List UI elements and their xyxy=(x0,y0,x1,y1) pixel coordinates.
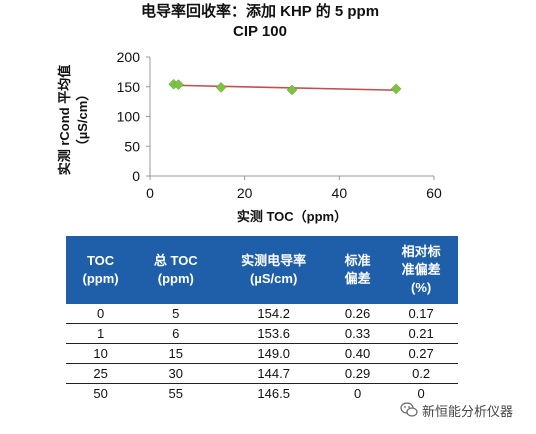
table-cell: 6 xyxy=(135,323,217,344)
x-tick-label: 60 xyxy=(426,185,442,201)
table-header-cell: 实测电导率 (µS/cm) xyxy=(216,236,331,304)
trend-line xyxy=(173,84,397,92)
header-line: (ppm) xyxy=(82,271,119,286)
header-line: 标准 xyxy=(344,253,371,268)
table-header-row: TOC (ppm) 总 TOC (ppm) 实测电导率 (µS/cm) 标准 偏差 相对标 准偏差… xyxy=(66,236,458,304)
data-point xyxy=(173,79,184,90)
table-header-cell: TOC (ppm) xyxy=(66,236,136,304)
header-line: (%) xyxy=(411,280,432,295)
table-cell: 0.33 xyxy=(330,323,385,344)
y-tick-label: 150 xyxy=(117,79,141,95)
data-point xyxy=(390,83,402,95)
table-cell: 0.29 xyxy=(330,363,385,384)
table-row: 10 15 149.0 0.40 0.27 xyxy=(66,343,458,364)
y-axis-label: 实测 rCond 平均值 （µS/cm） xyxy=(56,65,92,176)
x-axis-label: 实测 TOC（ppm） xyxy=(236,209,348,224)
table-cell: 0.40 xyxy=(330,343,385,364)
table-cell: 153.6 xyxy=(216,323,331,344)
y-tick-label: 50 xyxy=(124,138,140,154)
watermark: 新恒能分析仪器 xyxy=(400,398,532,422)
table-cell: 149.0 xyxy=(216,343,331,364)
table-cell: 0.27 xyxy=(384,343,458,364)
table-cell: 146.5 xyxy=(257,386,290,401)
table-cell: 144.7 xyxy=(216,363,331,384)
table-header-cell: 总 TOC (ppm) xyxy=(135,236,217,304)
table-cell: 0 xyxy=(66,304,136,324)
y-tick-label: 100 xyxy=(117,109,141,125)
table-cell: 30 xyxy=(135,363,217,384)
wechat-icon xyxy=(400,402,418,417)
table-header-cell: 相对标准偏差 (%) xyxy=(384,236,458,304)
x-tick-label: 20 xyxy=(237,185,253,201)
header-line: (µS/cm) xyxy=(250,271,298,286)
y-axis-label-line2: （µS/cm） xyxy=(75,87,90,153)
x-tick-label: 40 xyxy=(332,185,348,201)
table-cell: 1 xyxy=(66,323,136,344)
table-row: 50 55 146.5 0 0 xyxy=(66,384,458,404)
table-cell: 5 xyxy=(135,304,217,324)
header-line: 相对标 xyxy=(401,244,441,259)
header-line: (ppm) xyxy=(157,271,194,286)
table-row: 0 5 154.2 0.26 0.17 xyxy=(66,304,458,324)
table-cell: 10 xyxy=(66,343,136,364)
x-tick-label: 0 xyxy=(146,185,154,201)
header-line: TOC xyxy=(86,253,115,268)
data-point xyxy=(286,84,298,96)
y-tick-label: 200 xyxy=(117,49,141,65)
y-tick-label: 0 xyxy=(132,168,140,184)
results-table: TOC (ppm) 总 TOC (ppm) 实测电导率 (µS/cm) 标准 偏差 相对标 准偏差… xyxy=(66,236,458,403)
watermark-text: 新恒能分析仪器 xyxy=(422,403,514,419)
table-cell: 0 xyxy=(353,386,362,401)
table-header-cell: 标准 偏差 xyxy=(330,236,385,304)
table-cell: 0.26 xyxy=(330,304,385,324)
header-line: 准偏差 xyxy=(401,262,441,277)
table-cell: 25 xyxy=(66,363,136,384)
table-cell: 154.2 xyxy=(216,304,331,324)
table-cell: 55 xyxy=(168,386,184,401)
table-cell: 0.21 xyxy=(384,323,458,344)
table-cell: 0 xyxy=(417,386,425,401)
table-cell: 15 xyxy=(135,343,217,364)
table-cell: 0.2 xyxy=(384,363,458,384)
chart-subtitle: CIP 100 xyxy=(233,23,287,40)
table-row: 1 6 153.6 0.33 0.21 xyxy=(66,323,458,344)
table-cell: 50 xyxy=(93,386,108,401)
data-point xyxy=(215,81,227,93)
y-axis-label-line1: 实测 rCond 平均值 xyxy=(57,64,72,176)
chart-title: 电导率回收率：添加 KHP 的 5 ppm xyxy=(140,3,380,20)
header-line: 实测电导率 xyxy=(241,253,307,268)
table-row: 25 30 144.7 0.29 0.2 xyxy=(66,363,458,384)
table-body: 0 5 154.2 0.26 0.17 1 6 153.6 0.33 0.21 10 15 149.0 0… xyxy=(66,304,458,403)
table-cell: 0.17 xyxy=(384,304,458,324)
header-line: 总 TOC xyxy=(153,253,198,268)
header-line: 偏差 xyxy=(344,271,371,286)
